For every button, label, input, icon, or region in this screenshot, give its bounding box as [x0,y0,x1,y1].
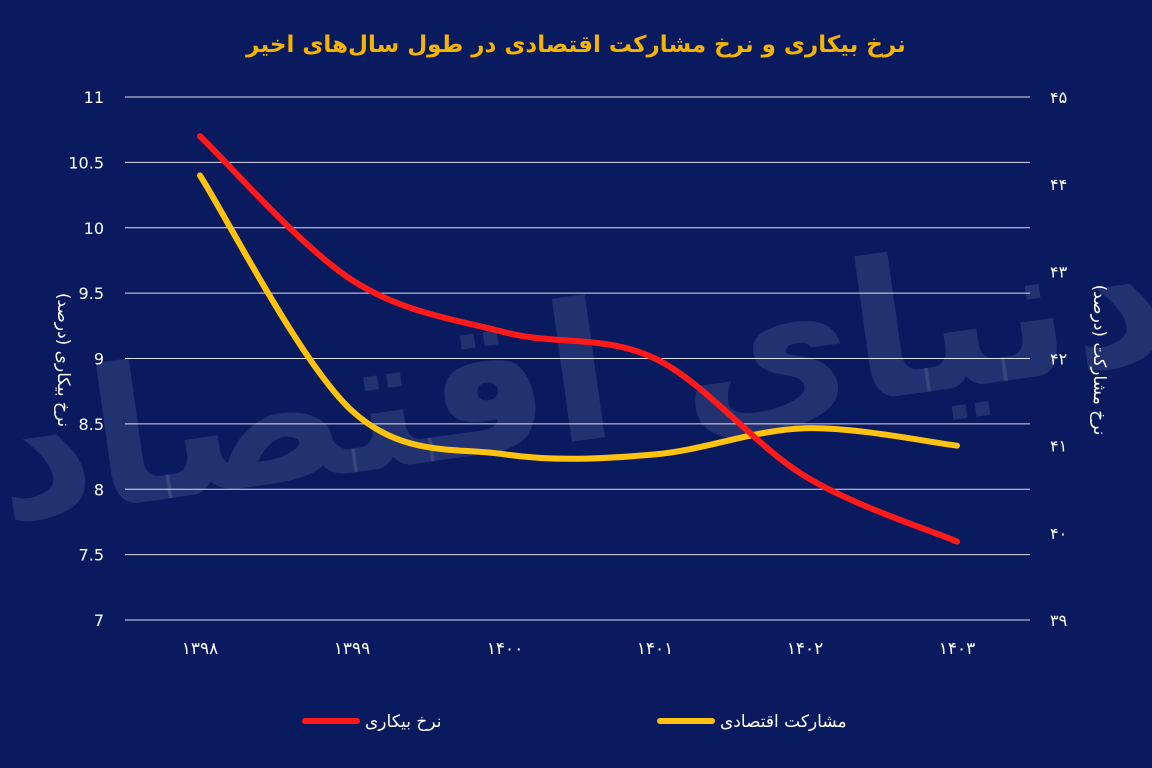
left-tick-label: 7 [94,611,104,630]
series-line-participation [197,172,960,462]
right-axis-label: نرخ مشارکت (درصد) [1089,285,1109,436]
x-tick-label: ۱۴۰۳ [939,639,976,659]
right-tick-label: ۴۳ [1050,262,1068,281]
right-tick-label: ۴۱ [1050,437,1067,456]
watermark: دنیای اقتصاد [0,183,1152,566]
left-tick-label: 9 [94,350,104,369]
right-tick-label: ۴۰ [1050,524,1067,543]
right-tick-label: ۴۲ [1050,350,1067,369]
right-tick-label: ۳۹ [1050,611,1067,630]
watermark-text: دنیای اقتصاد [0,183,1152,566]
x-tick-label: ۱۴۰۰ [487,639,524,659]
left-tick-label: 8.5 [79,415,104,434]
right-axis-ticks: ۳۹ ۴۰ ۴۱ ۴۲ ۴۳ ۴۴ ۴۵ [1050,88,1068,630]
left-tick-label: 9.5 [79,284,104,303]
x-tick-label: ۱۳۹۹ [334,639,371,659]
right-tick-label: ۴۵ [1050,88,1067,107]
left-tick-label: 11 [84,88,104,107]
right-tick-label: ۴۴ [1050,175,1067,194]
legend-label-unemployment: نرخ بیکاری [365,712,441,732]
legend-label-participation: مشارکت اقتصادی [720,712,847,732]
left-tick-label: 7.5 [79,546,104,565]
left-tick-label: 8 [94,480,104,499]
left-tick-label: 10 [84,219,104,238]
x-tick-label: ۱۴۰۱ [637,639,674,659]
left-axis-ticks: 7 7.5 8 8.5 9 9.5 10 10.5 11 [68,88,104,630]
x-tick-label: ۱۴۰۲ [787,639,824,659]
x-axis-ticks: ۱۳۹۸ ۱۳۹۹ ۱۴۰۰ ۱۴۰۱ ۱۴۰۲ ۱۴۰۳ [182,639,976,659]
series-lines [197,133,960,545]
series-line-unemployment [197,133,960,545]
chart-title: نرخ بیکاری و نرخ مشارکت اقتصادی در طول س… [245,32,906,58]
x-tick-label: ۱۳۹۸ [182,639,219,659]
left-tick-label: 10.5 [68,153,104,172]
grid-lines [125,96,1030,621]
left-axis-label: نرخ بیکاری (درصد) [53,293,73,427]
legend: نرخ بیکاری مشارکت اقتصادی [302,712,847,732]
